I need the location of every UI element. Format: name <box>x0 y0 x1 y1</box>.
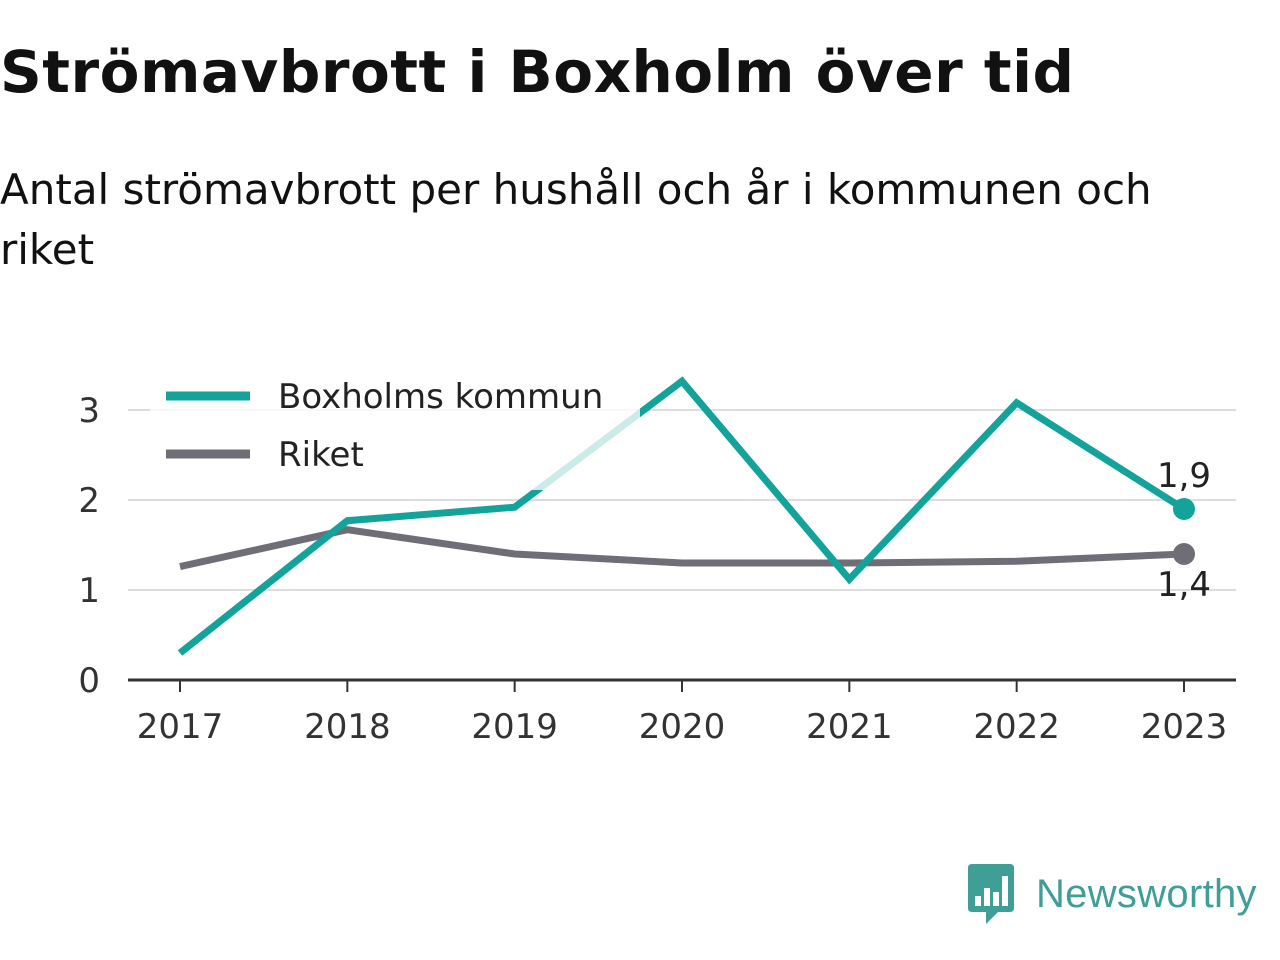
end-labels: 1,9 1,4 <box>1157 456 1211 605</box>
chart-subtitle: Antal strömavbrott per hushåll och år i … <box>0 165 1152 274</box>
series-line <box>177 376 1186 656</box>
series-end-point <box>1173 498 1195 520</box>
legend-label: Boxholms kommun <box>278 377 603 417</box>
x-tick-label: 2017 <box>137 707 224 747</box>
chart-title: Strömavbrott i Boxholm över tid <box>0 38 1075 106</box>
y-tick-label: 2 <box>78 481 100 521</box>
x-tick-label: 2023 <box>1141 707 1228 747</box>
legend: Boxholms kommun Riket <box>150 372 640 490</box>
series-end-point <box>1173 543 1195 565</box>
bar-chart-icon <box>968 864 1014 924</box>
brand-name: Newsworthy <box>1036 871 1257 916</box>
x-tick-label: 2021 <box>806 707 893 747</box>
y-axis-ticks: 0 1 2 3 <box>78 391 100 701</box>
x-tick-label: 2020 <box>639 707 726 747</box>
series-lines <box>177 376 1195 656</box>
y-tick-label: 1 <box>78 571 100 611</box>
series-line <box>179 526 1185 571</box>
y-tick-label: 0 <box>78 661 100 701</box>
x-tick-label: 2022 <box>973 707 1060 747</box>
x-tick-label: 2019 <box>471 707 558 747</box>
x-tick-label: 2018 <box>304 707 391 747</box>
end-value-label: 1,9 <box>1157 456 1211 496</box>
legend-label: Riket <box>278 435 364 475</box>
y-tick-label: 3 <box>78 391 100 431</box>
end-value-label: 1,4 <box>1157 565 1211 605</box>
x-axis: 2017 2018 2019 2020 2021 2022 2023 <box>128 678 1236 747</box>
newsworthy-logo: Newsworthy <box>966 864 1257 924</box>
